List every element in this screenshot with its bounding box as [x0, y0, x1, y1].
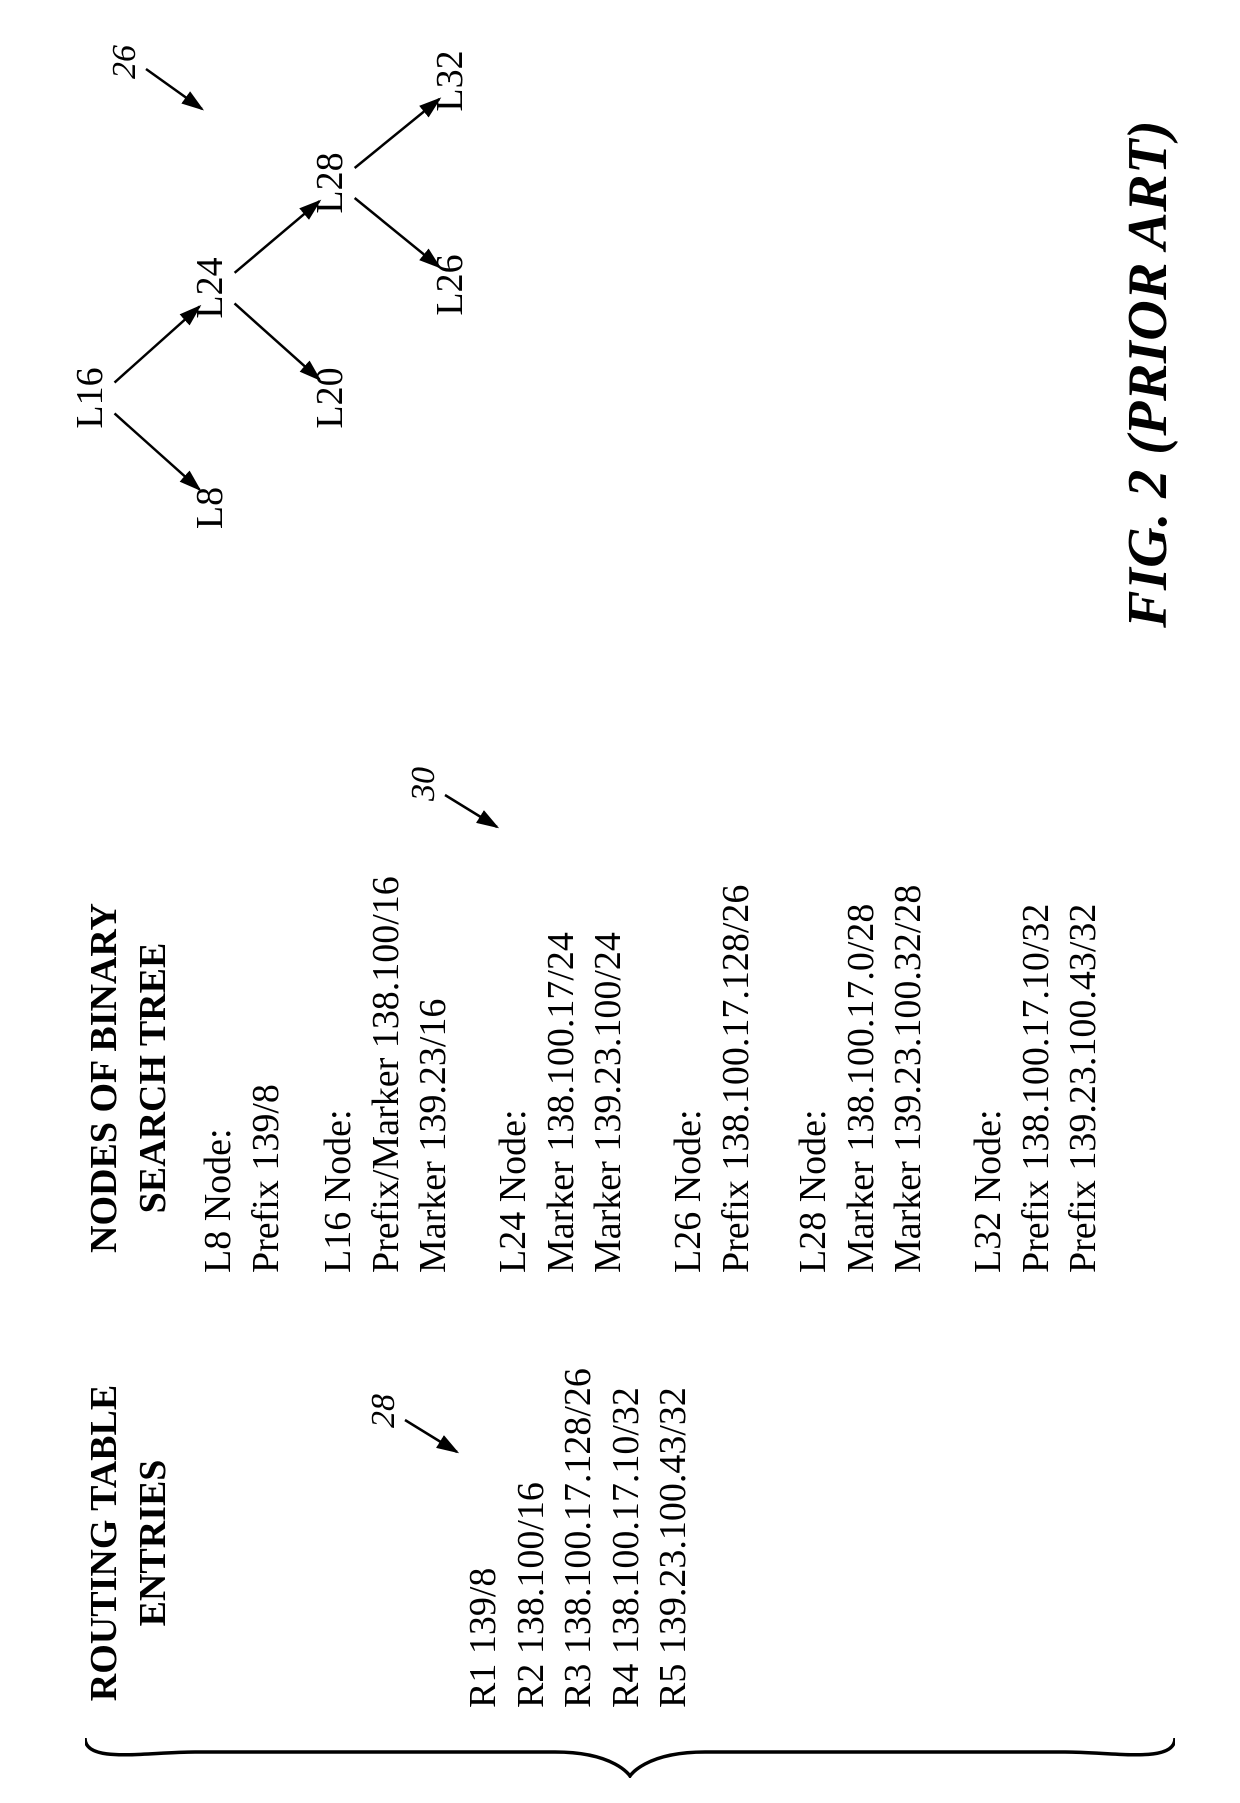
- l28-line1: Marker 138.100.17.0/28: [838, 885, 886, 1273]
- l8-line1: Prefix 139/8: [243, 1084, 291, 1273]
- brace-path: [85, 1738, 1175, 1776]
- callout-26: 26: [106, 45, 144, 79]
- nodes-heading-line1: NODES OF BINARY: [80, 878, 129, 1278]
- l26-line1: Prefix 138.100.17.128/26: [713, 885, 761, 1273]
- figure-content: ROUTING TABLE ENTRIES R1 139/8 R2 138.10…: [0, 0, 1240, 1803]
- l28-node: L28 Node: Marker 138.100.17.0/28 Marker …: [790, 885, 933, 1273]
- tree-node-label-l8: L8: [189, 487, 231, 529]
- routing-entry-r4: R4 138.100.17.10/32: [603, 1368, 651, 1708]
- callout-28-arrow: [405, 1420, 457, 1452]
- search-tree-heading: NODES OF BINARY SEARCH TREE: [80, 878, 179, 1278]
- tree-node-label-l26: L26: [429, 254, 471, 315]
- l16-node: L16 Node: Prefix/Marker 138.100/16 Marke…: [315, 876, 458, 1273]
- l26-node: L26 Node: Prefix 138.100.17.128/26: [665, 885, 760, 1273]
- l32-title: L32 Node:: [965, 904, 1013, 1273]
- callout-28: 28: [365, 1394, 403, 1428]
- l24-line2: Marker 139.23.100/24: [585, 932, 633, 1273]
- tree-node-label-l28: L28: [309, 152, 351, 213]
- tree-edge: [235, 303, 320, 379]
- l16-line1: Prefix/Marker 138.100/16: [363, 876, 411, 1273]
- l8-title: L8 Node:: [195, 1084, 243, 1273]
- l26-title: L26 Node:: [665, 885, 713, 1273]
- tree-node-label-l16: L16: [69, 367, 111, 428]
- routing-table-heading: ROUTING TABLE ENTRIES: [80, 1378, 179, 1708]
- l32-line2: Prefix 139.23.100.43/32: [1060, 904, 1108, 1273]
- figure-caption: FIG. 2 (PRIOR ART): [1116, 120, 1180, 628]
- tree-edge: [115, 307, 200, 383]
- l32-line1: Prefix 138.100.17.10/32: [1013, 904, 1061, 1273]
- l8-node: L8 Node: Prefix 139/8: [195, 1084, 290, 1273]
- callout-26-number: 26: [106, 45, 143, 79]
- routing-heading-line1: ROUTING TABLE: [80, 1378, 129, 1708]
- routing-heading-line2: ENTRIES: [129, 1378, 178, 1708]
- routing-entry-r3: R3 138.100.17.128/26: [555, 1368, 603, 1708]
- brace-svg: [85, 1734, 1175, 1778]
- tree-node-label-l24: L24: [189, 257, 231, 318]
- tree-node-label-l32: L32: [429, 50, 471, 111]
- nodes-heading-line2: SEARCH TREE: [129, 878, 178, 1278]
- l28-line2: Marker 139.23.100.32/28: [885, 885, 933, 1273]
- tree-edge: [355, 99, 440, 168]
- l28-title: L28 Node:: [790, 885, 838, 1273]
- tree-edge: [355, 198, 440, 267]
- l24-title: L24 Node:: [490, 932, 538, 1273]
- callout-30-arrow-svg: [439, 777, 519, 837]
- grouping-brace: [85, 1734, 1175, 1778]
- page-root: ROUTING TABLE ENTRIES R1 139/8 R2 138.10…: [0, 0, 1240, 1803]
- tree-node-label-l20: L20: [309, 367, 351, 428]
- routing-entry-r5: R5 139.23.100.43/32: [650, 1368, 698, 1708]
- callout-28-number: 28: [365, 1394, 402, 1428]
- tree-edge: [235, 201, 320, 273]
- tree-svg: L16 L8 L24 L20 L28 L26 L32: [70, 3, 490, 683]
- callout-26-arrow-svg: [140, 49, 225, 119]
- l16-line2: Marker 139.23/16: [410, 876, 458, 1273]
- callout-30: 30: [405, 767, 443, 801]
- landscape-rotator: ROUTING TABLE ENTRIES R1 139/8 R2 138.10…: [0, 0, 1240, 1803]
- callout-30-number: 30: [405, 767, 442, 801]
- l24-line1: Marker 138.100.17/24: [538, 932, 586, 1273]
- l16-title: L16 Node:: [315, 876, 363, 1273]
- callout-26-arrow: [146, 69, 202, 109]
- tree-edge: [115, 413, 200, 489]
- l32-node: L32 Node: Prefix 138.100.17.10/32 Prefix…: [965, 904, 1108, 1273]
- callout-30-arrow: [445, 795, 497, 827]
- binary-search-tree-diagram: L16 L8 L24 L20 L28 L26 L32: [70, 43, 490, 683]
- routing-entry-r2: R2 138.100/16: [508, 1368, 556, 1708]
- callout-28-arrow-svg: [399, 1402, 479, 1462]
- l24-node: L24 Node: Marker 138.100.17/24 Marker 13…: [490, 932, 633, 1273]
- routing-entries: R1 139/8 R2 138.100/16 R3 138.100.17.128…: [460, 1368, 698, 1708]
